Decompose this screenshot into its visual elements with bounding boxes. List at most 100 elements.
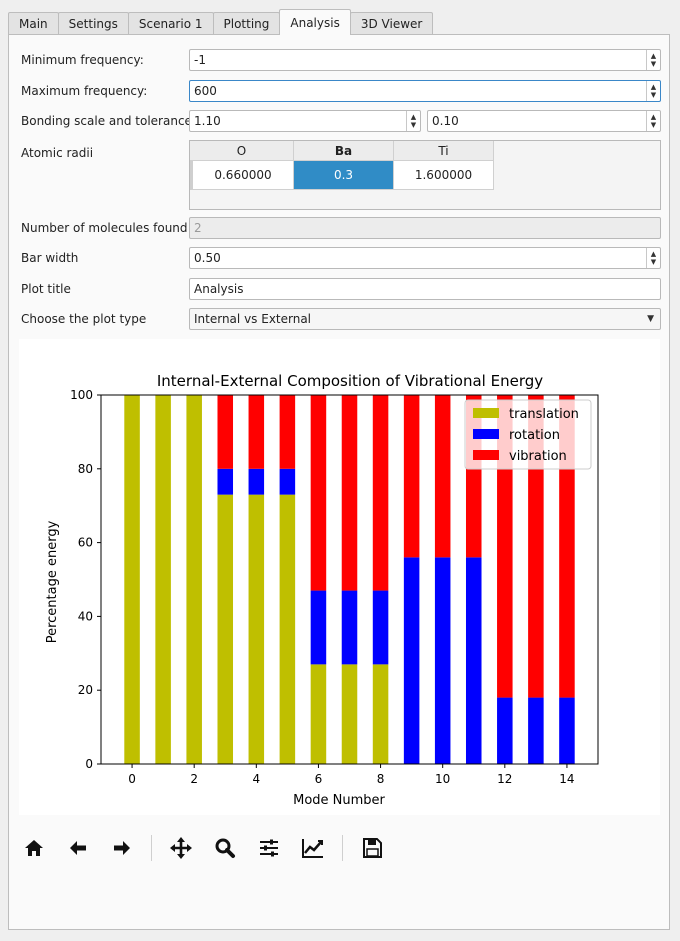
forward-button[interactable] <box>107 833 137 863</box>
spin-up-icon[interactable]: ▲ <box>650 83 657 91</box>
max-frequency-spinbox[interactable]: 600 ▲ ▼ <box>189 80 661 102</box>
pan-button[interactable] <box>166 833 196 863</box>
min-frequency-label: Minimum frequency: <box>21 53 144 67</box>
bonding-scale-spin-buttons[interactable]: ▲ ▼ <box>406 111 420 131</box>
min-frequency-spinbox[interactable]: -1 ▲ ▼ <box>189 49 661 71</box>
bar-translation-6 <box>310 664 327 764</box>
bar-width-value: 0.50 <box>194 251 221 265</box>
bar-translation-4 <box>248 494 265 764</box>
x-tick-label: 10 <box>435 772 450 786</box>
bar-rotation-11 <box>465 557 482 764</box>
bonding-scale-spinbox[interactable]: 1.10 ▲ ▼ <box>189 110 421 132</box>
back-button[interactable] <box>63 833 93 863</box>
legend-label-vibration: vibration <box>509 449 567 464</box>
forward-arrow-icon <box>114 841 130 855</box>
molecules-value: 2 <box>194 221 202 235</box>
spin-up-icon[interactable]: ▲ <box>410 113 417 121</box>
radii-cell-ti[interactable]: 1.600000 <box>394 161 494 190</box>
toolbar-separator <box>151 835 152 861</box>
max-frequency-label: Maximum frequency: <box>21 84 148 98</box>
plot-title-input[interactable]: Analysis <box>189 278 661 300</box>
bar-translation-1 <box>155 395 171 764</box>
bonding-tolerance-spin-buttons[interactable]: ▲ ▼ <box>646 111 660 131</box>
x-tick-label: 6 <box>315 772 323 786</box>
y-tick-label: 40 <box>78 609 93 623</box>
y-tick-label: 0 <box>85 757 93 771</box>
bar-width-spinbox[interactable]: 0.50 ▲ ▼ <box>189 247 661 269</box>
bar-rotation-14 <box>559 697 575 764</box>
tab-settings[interactable]: Settings <box>57 12 129 35</box>
x-tick-label: 14 <box>559 772 574 786</box>
save-icon <box>363 838 382 858</box>
min-frequency-spin-buttons[interactable]: ▲ ▼ <box>646 50 660 70</box>
y-tick-label: 100 <box>70 388 93 402</box>
y-tick-label: 20 <box>78 683 93 697</box>
radii-header-ti[interactable]: Ti <box>394 141 494 161</box>
chevron-down-icon: ▼ <box>647 314 654 324</box>
bar-vibration-5 <box>279 395 296 469</box>
radii-header-o[interactable]: O <box>190 141 294 161</box>
y-tick-label: 60 <box>78 536 93 550</box>
spin-up-icon[interactable]: ▲ <box>650 250 657 258</box>
bar-width-spin-buttons[interactable]: ▲ ▼ <box>646 248 660 268</box>
radii-header-ba[interactable]: Ba <box>294 141 394 161</box>
bar-rotation-5 <box>279 468 296 495</box>
bar-translation-0 <box>124 395 140 764</box>
edit-axis-button[interactable] <box>298 833 328 863</box>
plot-title-label: Plot title <box>21 282 71 296</box>
save-button[interactable] <box>357 833 387 863</box>
atomic-radii-table: O Ba Ti 0.660000 0.3 1.600000 <box>189 140 661 210</box>
bar-translation-2 <box>186 395 202 764</box>
x-tick-label: 8 <box>377 772 385 786</box>
tab-plotting[interactable]: Plotting <box>212 12 281 35</box>
bar-rotation-10 <box>434 557 451 764</box>
atomic-radii-label: Atomic radii <box>21 146 94 160</box>
zoom-button[interactable] <box>210 833 240 863</box>
bar-vibration-3 <box>217 395 234 469</box>
bar-rotation-12 <box>497 697 513 764</box>
legend-swatch-translation <box>473 408 499 418</box>
configure-subplots-icon <box>260 839 278 857</box>
bar-rotation-4 <box>248 468 265 495</box>
analysis-panel: Minimum frequency: -1 ▲ ▼ Maximum frequen… <box>8 34 670 930</box>
min-frequency-value: -1 <box>194 53 206 67</box>
configure-subplots-button[interactable] <box>254 833 284 863</box>
bonding-scale-value: 1.10 <box>194 114 221 128</box>
plot-type-select[interactable]: Internal vs External ▼ <box>189 308 661 330</box>
home-icon <box>25 840 43 856</box>
tab-main[interactable]: Main <box>8 12 59 35</box>
bar-rotation-9 <box>403 557 420 764</box>
bar-translation-7 <box>341 664 358 764</box>
spin-down-icon[interactable]: ▼ <box>650 91 657 99</box>
legend-swatch-rotation <box>473 429 499 439</box>
legend-swatch-vibration <box>473 450 499 460</box>
max-frequency-spin-buttons[interactable]: ▲ ▼ <box>646 81 660 101</box>
bar-vibration-8 <box>372 395 389 591</box>
spin-up-icon[interactable]: ▲ <box>650 52 657 60</box>
plot-type-value: Internal vs External <box>194 312 312 326</box>
bar-rotation-3 <box>217 468 234 495</box>
tab-analysis[interactable]: Analysis <box>279 9 351 35</box>
spin-down-icon[interactable]: ▼ <box>650 258 657 266</box>
zoom-icon <box>215 838 235 858</box>
bonding-tolerance-spinbox[interactable]: 0.10 ▲ ▼ <box>427 110 661 132</box>
spin-up-icon[interactable]: ▲ <box>650 113 657 121</box>
bar-vibration-4 <box>248 395 265 469</box>
y-tick-label: 80 <box>78 462 93 476</box>
plot-canvas[interactable]: Internal-External Composition of Vibrati… <box>19 339 660 815</box>
bonding-label: Bonding scale and tolerance <box>21 114 192 128</box>
spin-down-icon[interactable]: ▼ <box>410 121 417 129</box>
spin-down-icon[interactable]: ▼ <box>650 121 657 129</box>
radii-cell-o[interactable]: 0.660000 <box>190 161 294 190</box>
spin-down-icon[interactable]: ▼ <box>650 60 657 68</box>
bar-vibration-6 <box>310 395 327 591</box>
bar-vibration-12 <box>497 395 513 698</box>
radii-cell-ba[interactable]: 0.3 <box>294 161 394 190</box>
tab-3d-viewer[interactable]: 3D Viewer <box>349 12 434 35</box>
back-arrow-icon <box>70 841 86 855</box>
home-button[interactable] <box>19 833 49 863</box>
bar-rotation-13 <box>528 697 544 764</box>
tab-scenario-1[interactable]: Scenario 1 <box>127 12 214 35</box>
bar-rotation-8 <box>372 590 389 665</box>
x-tick-label: 4 <box>252 772 260 786</box>
